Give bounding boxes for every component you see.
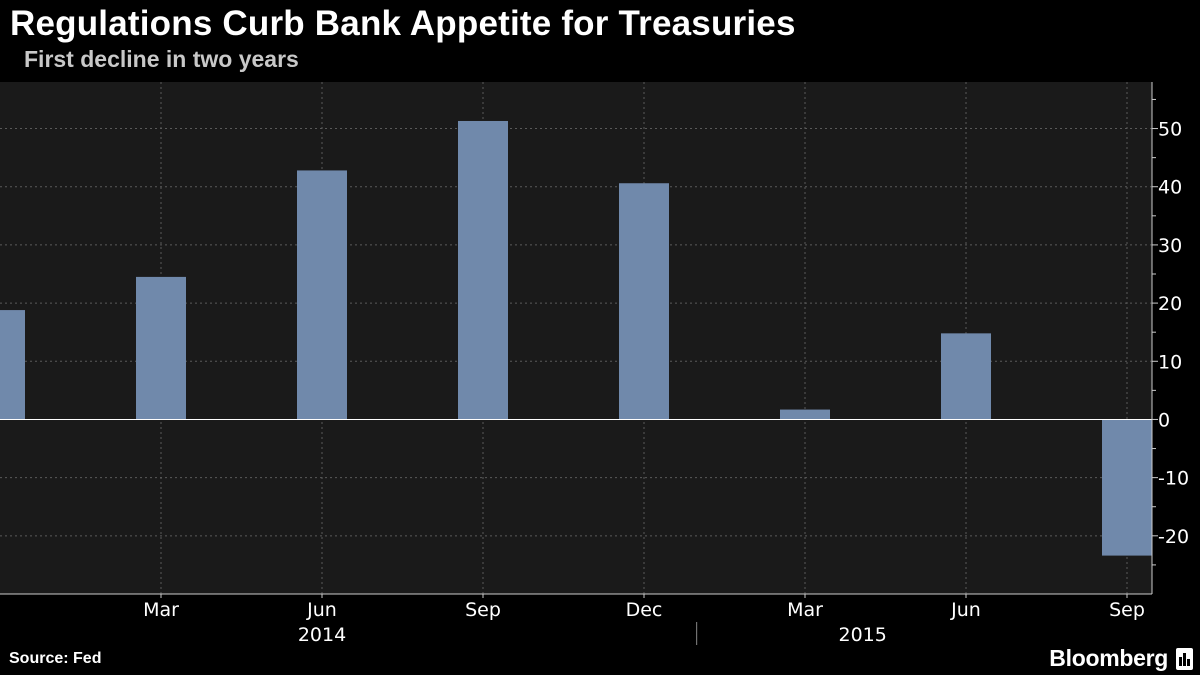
bar — [941, 333, 991, 420]
x-tick-label: Sep — [465, 599, 501, 621]
x-tick-labels: Mar Jun Sep Dec Mar Jun Sep — [143, 599, 1145, 621]
x-tick-label: Sep — [1109, 599, 1145, 621]
bar — [136, 276, 186, 420]
x-year-label: 2015 — [838, 624, 886, 645]
bar — [458, 120, 508, 420]
y-tick-label: 20 — [1158, 293, 1182, 315]
bar — [0, 310, 25, 420]
bar — [1102, 419, 1152, 556]
y-tick-label: 50 — [1158, 119, 1182, 141]
source-label: Source: Fed — [9, 650, 102, 667]
bar — [297, 170, 347, 420]
bloomberg-logo: Bloomberg — [1049, 645, 1168, 671]
bloomberg-terminal-icon — [1176, 648, 1193, 670]
y-tick-labels: -20 -10 0 10 20 30 40 50 — [1158, 119, 1189, 548]
y-tick-label: 40 — [1158, 177, 1182, 199]
chart-title: Regulations Curb Bank Appetite for Treas… — [10, 4, 796, 43]
bars — [0, 120, 1152, 556]
axes — [0, 82, 1158, 645]
x-tick-label: Jun — [950, 599, 981, 621]
y-tick-label: 0 — [1158, 409, 1170, 431]
y-tick-label: 30 — [1158, 235, 1182, 257]
y-tick-label: -20 — [1158, 526, 1189, 548]
x-year-label: 2014 — [298, 624, 346, 645]
bar — [619, 183, 669, 420]
y-tick-label: -10 — [1158, 468, 1189, 490]
y-tick-label: 10 — [1158, 351, 1182, 373]
bar — [780, 409, 830, 420]
x-tick-label: Mar — [143, 599, 179, 621]
x-year-labels: 2014 2015 — [298, 624, 887, 645]
chart-subtitle: First decline in two years — [24, 46, 299, 72]
x-tick-label: Dec — [626, 599, 663, 621]
x-tick-label: Mar — [787, 599, 823, 621]
x-tick-label: Jun — [306, 599, 337, 621]
